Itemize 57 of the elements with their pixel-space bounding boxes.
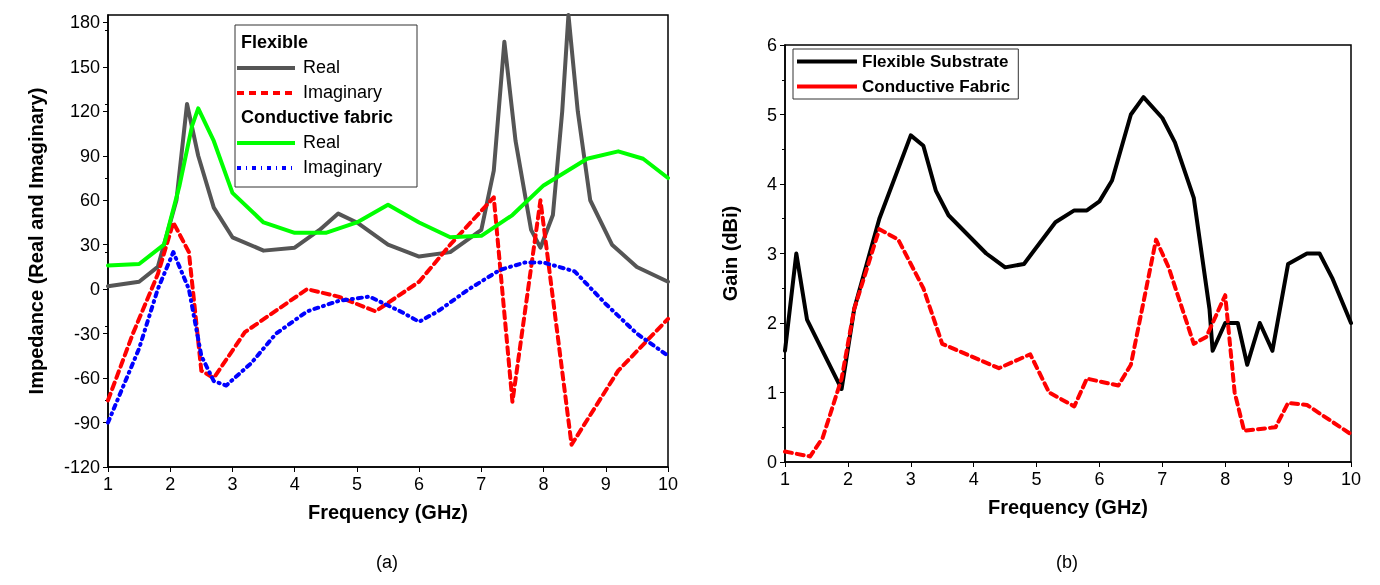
y-tick-label: 5 [766, 104, 777, 125]
legend-label: Flexible Substrate [862, 52, 1009, 71]
line-series [106, 106, 670, 268]
x-tick-label: 5 [1031, 469, 1042, 489]
text: (b) [1056, 552, 1078, 572]
y-tick-label: 150 [69, 56, 100, 77]
x-tick-label: 4 [289, 474, 300, 494]
x-tick-label: 1 [779, 469, 791, 489]
y-axis-title: Impedance (Real and Imaginary) [25, 87, 47, 395]
y-tick-label: 90 [79, 145, 100, 166]
x-tick-label: 7 [476, 474, 487, 494]
y-tick-label: 1 [766, 382, 777, 403]
x-tick-label: 8 [1220, 469, 1231, 489]
y-axis-title: Gain (dBi) [719, 205, 741, 302]
legend-label: Imaginary [303, 157, 383, 177]
x-tick-label: 4 [968, 469, 979, 489]
y-tick-label: -30 [73, 323, 100, 344]
x-tick-label: 9 [600, 474, 611, 494]
y-tick-label: 0 [89, 279, 100, 300]
x-tick-label: 6 [414, 474, 425, 494]
line-series [106, 13, 670, 289]
line-series [106, 250, 670, 425]
x-tick-label: 3 [227, 474, 238, 494]
y-tick-label: 180 [69, 12, 100, 33]
x-tick-label: 2 [842, 469, 853, 489]
x-tick-label: 9 [1283, 469, 1294, 489]
y-tick-label: 3 [766, 243, 777, 264]
line-series [783, 227, 1353, 459]
legend-label: Conductive Fabric [862, 77, 1011, 96]
line-series [106, 195, 670, 447]
x-tick-label: 2 [165, 474, 176, 494]
y-tick-label: 4 [766, 174, 777, 194]
x-tick-label: 1 [102, 474, 114, 494]
x-tick-label: 10 [657, 474, 679, 494]
y-tick-label: 120 [69, 101, 100, 122]
x-tick-label: 10 [1340, 469, 1362, 489]
y-tick-label: -60 [73, 368, 100, 389]
annotation: Flexible [241, 32, 309, 52]
x-tick-label: 8 [538, 474, 549, 494]
y-tick-label: -120 [63, 457, 100, 477]
y-tick-label: 30 [79, 234, 100, 255]
legend-label: Imaginary [303, 82, 383, 102]
annotation: Conductive fabric [241, 107, 394, 127]
x-tick-label: 5 [351, 474, 362, 494]
x-tick-label: 3 [905, 469, 916, 489]
legend-label: Real [303, 57, 341, 77]
text: (a) [376, 552, 398, 572]
legend-label: Real [303, 132, 341, 152]
y-tick-label: 2 [766, 313, 777, 333]
y-tick-label: 0 [766, 452, 777, 472]
y-tick-label: 6 [766, 35, 777, 55]
x-tick-label: 7 [1157, 469, 1168, 489]
y-tick-label: 60 [79, 190, 100, 211]
x-tick-label: 6 [1094, 469, 1105, 489]
x-axis-title: Frequency (GHz) [307, 501, 469, 523]
x-axis-title: Frequency (GHz) [987, 496, 1149, 518]
y-tick-label: -90 [73, 412, 100, 433]
